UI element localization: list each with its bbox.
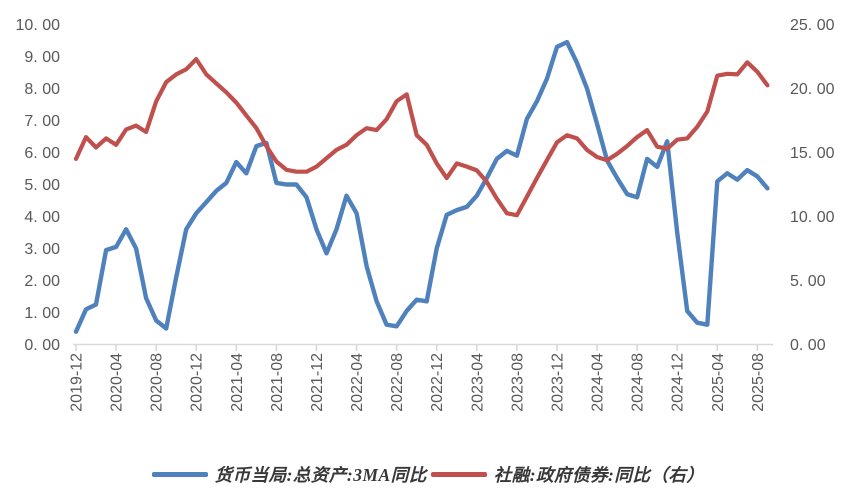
svg-text:4. 00: 4. 00 <box>24 209 60 226</box>
svg-text:2020-08: 2020-08 <box>149 353 166 412</box>
svg-text:2022-12: 2022-12 <box>429 353 446 412</box>
svg-text:3. 00: 3. 00 <box>24 241 60 258</box>
svg-text:2024-08: 2024-08 <box>630 353 647 412</box>
svg-text:2019-12: 2019-12 <box>69 353 86 412</box>
legend-item-gov-bond-yoy: 社融:政府债券:同比（右） <box>430 462 707 487</box>
svg-text:20. 00: 20. 00 <box>790 81 835 98</box>
legend-line-sample-blue <box>151 472 208 477</box>
svg-text:2021-08: 2021-08 <box>269 353 286 412</box>
series-line-1 <box>73 56 770 218</box>
svg-text:2024-12: 2024-12 <box>670 353 687 412</box>
svg-text:2025-04: 2025-04 <box>710 353 727 412</box>
svg-text:10. 00: 10. 00 <box>790 209 835 226</box>
legend-line-sample-red <box>430 472 487 477</box>
svg-text:8. 00: 8. 00 <box>24 81 60 98</box>
svg-text:7. 00: 7. 00 <box>24 113 60 130</box>
svg-text:0. 00: 0. 00 <box>790 337 826 354</box>
svg-text:2023-04: 2023-04 <box>469 353 486 412</box>
x-axis <box>73 343 773 351</box>
svg-text:2. 00: 2. 00 <box>24 273 60 290</box>
svg-text:5. 00: 5. 00 <box>24 177 60 194</box>
legend-label-central-bank-assets: 货币当局:总资产:3MA同比 <box>214 465 427 485</box>
svg-text:2025-08: 2025-08 <box>750 353 767 412</box>
svg-text:5. 00: 5. 00 <box>790 273 826 290</box>
right-axis-labels: 0. 00 5. 00 10. 00 15. 00 20. 00 25. 00 <box>790 17 835 354</box>
svg-text:2023-12: 2023-12 <box>550 353 567 412</box>
svg-text:0. 00: 0. 00 <box>24 337 60 354</box>
series-line-0 <box>73 39 770 334</box>
x-axis-labels: 2019-12 2020-04 2020-08 2020-12 2021-04 2021-… <box>69 353 767 412</box>
svg-text:2024-04: 2024-04 <box>590 353 607 412</box>
svg-text:2022-04: 2022-04 <box>349 353 366 412</box>
svg-text:15. 00: 15. 00 <box>790 145 835 162</box>
svg-text:25. 00: 25. 00 <box>790 17 835 34</box>
legend-item-central-bank-assets: 货币当局:总资产:3MA同比 <box>151 462 429 487</box>
legend-label-gov-bond-yoy: 社融:政府债券:同比（右） <box>493 465 705 485</box>
svg-text:1. 00: 1. 00 <box>24 305 60 322</box>
svg-text:2021-04: 2021-04 <box>229 353 246 412</box>
legend: 货币当局:总资产:3MA同比 社融:政府债券:同比（右） <box>0 462 858 487</box>
svg-text:2020-04: 2020-04 <box>109 353 126 412</box>
svg-text:2022-08: 2022-08 <box>389 353 406 412</box>
svg-text:2021-12: 2021-12 <box>309 353 326 412</box>
svg-text:2023-08: 2023-08 <box>509 353 526 412</box>
svg-text:2020-12: 2020-12 <box>189 353 206 412</box>
svg-text:6. 00: 6. 00 <box>24 145 60 162</box>
svg-text:9. 00: 9. 00 <box>24 49 60 66</box>
left-axis-labels: 0. 00 1. 00 2. 00 3. 00 4. 00 5. 00 6. 00 7. 00… <box>16 17 61 354</box>
svg-text:10. 00: 10. 00 <box>16 17 61 34</box>
